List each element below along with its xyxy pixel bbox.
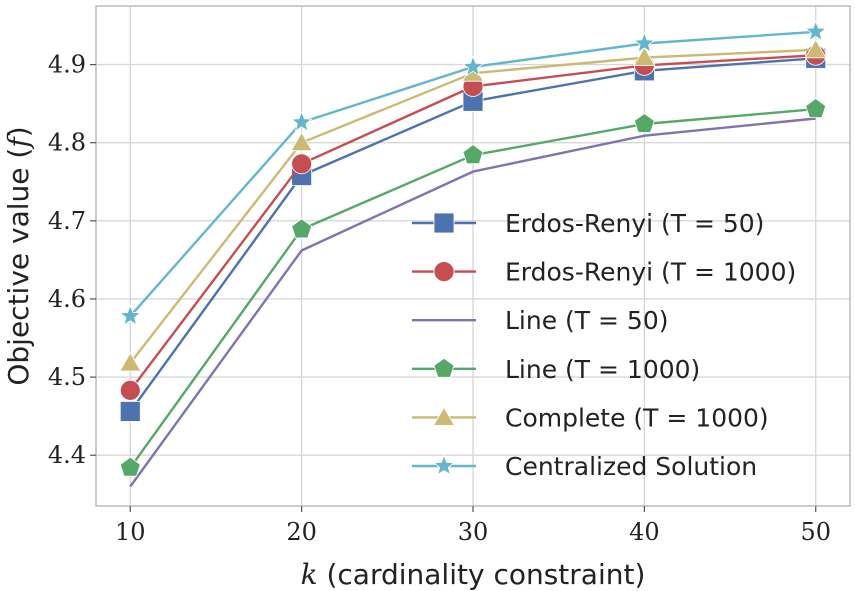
y-axis-label: Objective value (f): [2, 126, 35, 385]
data-point: [633, 31, 656, 53]
legend-entry: Line (T = 50): [412, 306, 668, 335]
data-point: [119, 304, 142, 326]
series-line: [129, 117, 816, 488]
legend-label: Line (T = 50): [505, 306, 668, 335]
y-axis-label-close: ): [2, 126, 35, 137]
legend-entry: Complete (T = 1000): [412, 403, 769, 432]
x-tick-label: 30: [458, 518, 489, 546]
legend-marker: [433, 212, 455, 234]
y-axis-label-text: Objective value (: [2, 148, 35, 386]
data-point: [633, 46, 656, 66]
legend-marker: [433, 357, 455, 378]
x-axis-label-text: (cardinality constraint): [318, 558, 646, 591]
legend-entry: Erdos-Renyi (T = 1000): [412, 258, 796, 287]
legend-label: Line (T = 1000): [505, 355, 700, 384]
axis-ticks: 10 20 30 40 50 4.4 4.5 4.6 4.7 4.8 4.9: [48, 51, 831, 546]
legend-entry: Centralized Solution: [412, 452, 757, 481]
data-point: [119, 401, 141, 422]
y-tick-label: 4.7: [48, 207, 86, 235]
legend-label: Erdos-Renyi (T = 1000): [505, 258, 796, 287]
legend-label: Centralized Solution: [505, 452, 757, 481]
data-point: [291, 218, 313, 239]
data-point: [804, 20, 827, 42]
series-4: [119, 98, 827, 477]
x-axis-label: k (cardinality constraint): [301, 558, 646, 591]
x-tick-label: 40: [629, 518, 660, 546]
data-point: [119, 352, 142, 372]
data-point: [119, 456, 141, 477]
legend-label: Erdos-Renyi (T = 50): [505, 209, 764, 238]
legend-entry: Line (T = 1000): [412, 355, 700, 384]
y-tick-label: 4.9: [48, 51, 86, 79]
data-point: [462, 144, 484, 165]
x-tick-label: 10: [115, 518, 146, 546]
y-tick-label: 4.8: [48, 129, 86, 157]
data-point: [805, 98, 827, 118]
legend-marker: [433, 261, 455, 283]
x-axis-label-var: k: [301, 558, 318, 591]
data-point: [633, 113, 655, 133]
y-tick-label: 4.5: [48, 363, 86, 391]
x-tick-label: 50: [800, 518, 831, 546]
data-point: [461, 55, 485, 77]
data-point: [290, 110, 313, 132]
y-tick-label: 4.4: [48, 441, 86, 469]
series-lines: [119, 20, 827, 488]
y-tick-label: 4.6: [48, 285, 86, 313]
legend-label: Complete (T = 1000): [505, 403, 769, 432]
data-point: [119, 379, 141, 401]
series-3: [129, 117, 816, 488]
legend-marker: [432, 406, 456, 426]
series-6: [119, 20, 827, 326]
legend-marker: [432, 454, 456, 476]
data-point: [291, 153, 313, 175]
legend: Erdos-Renyi (T = 50) Erdos-Renyi (T = 100…: [412, 209, 796, 481]
data-point: [804, 39, 827, 59]
x-tick-label: 20: [286, 518, 317, 546]
data-point: [290, 131, 313, 152]
legend-entry: Erdos-Renyi (T = 50): [412, 209, 764, 238]
